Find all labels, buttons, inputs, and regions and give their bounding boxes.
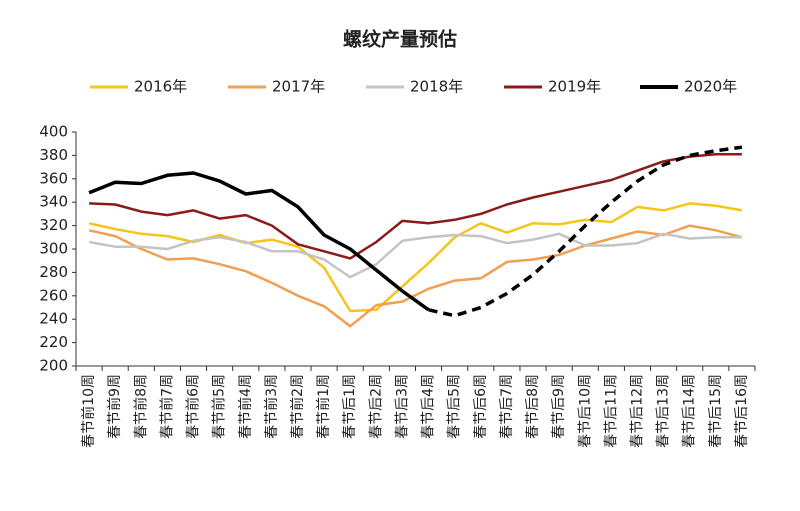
y-tick-label: 260 bbox=[39, 286, 68, 304]
series-line-join bbox=[401, 289, 430, 312]
x-tick-label: 春节前10周 bbox=[80, 374, 97, 448]
x-tick-label: 春节后5周 bbox=[447, 374, 463, 439]
y-tick-label: 240 bbox=[39, 310, 68, 328]
y-tick-label: 320 bbox=[39, 216, 68, 234]
x-tick-label: 春节前2周 bbox=[289, 374, 306, 439]
legend-label: 2019年 bbox=[548, 78, 601, 96]
x-tick-label: 春节前8周 bbox=[132, 374, 149, 439]
y-tick-label: 200 bbox=[39, 357, 68, 375]
x-tick-label: 春节后4周 bbox=[421, 374, 437, 439]
x-tick-label: 春节后8周 bbox=[525, 374, 541, 439]
x-tick-label: 春节后6周 bbox=[473, 374, 489, 439]
x-tick-label: 春节后2周 bbox=[368, 374, 384, 439]
x-tick-label: 春节后9周 bbox=[551, 374, 567, 439]
x-tick-label: 春节后1周 bbox=[342, 374, 358, 439]
y-tick-label: 220 bbox=[39, 333, 68, 351]
y-tick-label: 340 bbox=[39, 193, 68, 211]
x-tick-label: 春节后10周 bbox=[577, 374, 593, 448]
x-tick-label: 春节前3周 bbox=[263, 374, 280, 439]
x-tick-label: 春节前4周 bbox=[237, 374, 254, 439]
x-tick-label: 春节前7周 bbox=[158, 374, 175, 439]
y-tick-label: 280 bbox=[39, 263, 68, 281]
x-tick-label: 春节后16周 bbox=[734, 374, 750, 448]
chart-title: 螺纹产量预估 bbox=[343, 28, 457, 51]
y-tick-label: 380 bbox=[39, 146, 68, 164]
x-tick-label: 春节前9周 bbox=[106, 374, 123, 439]
x-tick-label: 春节后12周 bbox=[629, 374, 645, 448]
y-tick-label: 360 bbox=[39, 169, 68, 187]
x-tick-label: 春节前5周 bbox=[211, 374, 228, 439]
x-tick-label: 春节后7周 bbox=[499, 374, 515, 439]
x-tick-label: 春节后13周 bbox=[656, 374, 672, 448]
x-tick-label: 春节后3周 bbox=[394, 374, 410, 439]
y-tick-label: 300 bbox=[39, 240, 68, 258]
legend-label: 2017年 bbox=[272, 78, 325, 96]
legend-label: 2016年 bbox=[134, 78, 187, 96]
x-tick-label: 春节后11周 bbox=[603, 374, 619, 448]
x-tick-label: 春节后15周 bbox=[708, 374, 724, 448]
x-tick-label: 春节前1周 bbox=[315, 374, 332, 439]
legend-label: 2018年 bbox=[410, 78, 463, 96]
legend-label: 2020年 bbox=[684, 78, 737, 96]
x-tick-label: 春节前6周 bbox=[185, 374, 202, 439]
series-line bbox=[88, 171, 404, 293]
y-tick-label: 400 bbox=[39, 123, 68, 141]
series-line bbox=[88, 224, 743, 328]
x-tick-label: 春节后14周 bbox=[682, 374, 698, 448]
series-line bbox=[89, 152, 742, 260]
series-line bbox=[88, 232, 742, 279]
series-line bbox=[428, 145, 743, 318]
